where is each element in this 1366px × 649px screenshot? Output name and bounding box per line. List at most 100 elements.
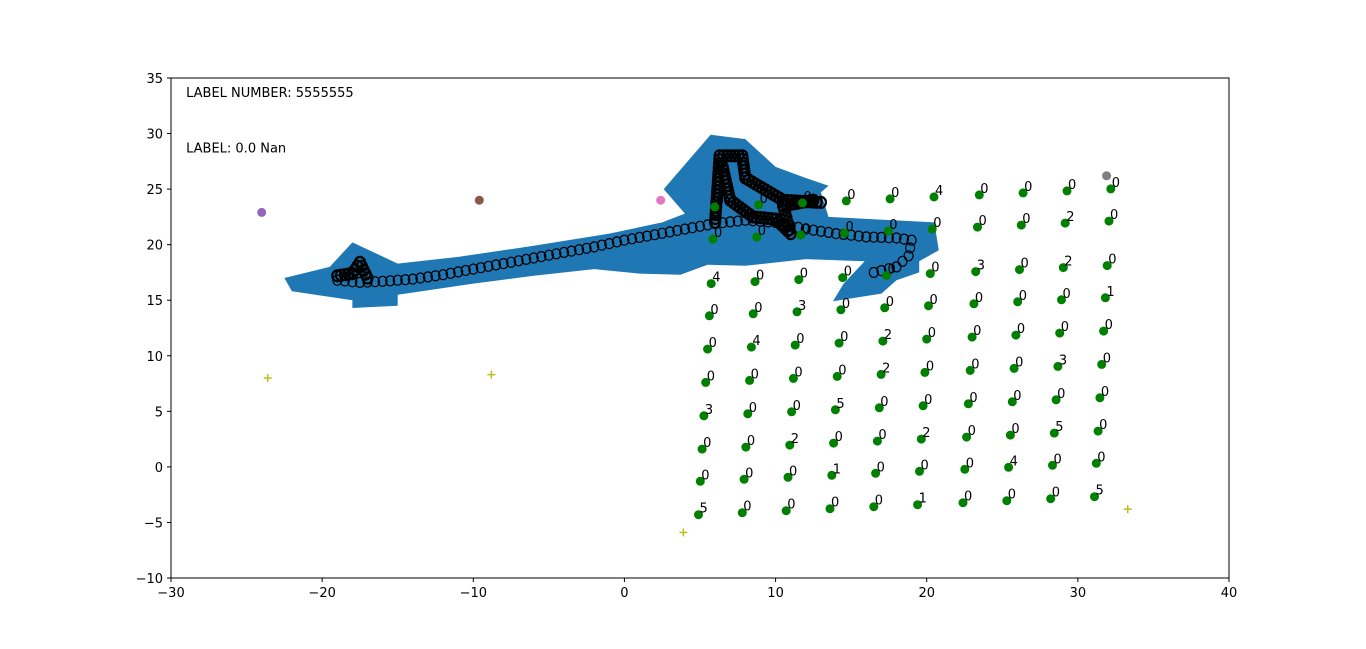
path-point <box>664 226 675 238</box>
path-point <box>392 274 403 286</box>
path-point <box>725 216 736 228</box>
path-point <box>815 225 827 237</box>
grid-point <box>840 228 849 238</box>
grid-point-label: 4 <box>1010 454 1018 469</box>
grid-point-label: 0 <box>840 330 848 345</box>
path-point <box>876 265 887 277</box>
grid-point <box>834 338 844 348</box>
y-tick-label: 10 <box>146 350 163 365</box>
grid-point-label: 3 <box>705 403 713 418</box>
grid-point-label: 2 <box>1064 255 1072 270</box>
grid-point <box>880 303 890 313</box>
x-axis: −30 −20 −10 0 10 20 30 40 <box>157 578 1237 601</box>
grid-point-label: 4 <box>712 271 720 286</box>
grid-point-label: 2 <box>882 361 890 376</box>
grid-point-label: 0 <box>831 496 839 511</box>
grid-point <box>1095 393 1105 403</box>
grid-point-label: 0 <box>701 468 709 483</box>
grid-point-label: 0 <box>1019 289 1027 304</box>
path-point <box>687 222 698 234</box>
path-point <box>513 255 524 267</box>
path-point <box>619 234 630 246</box>
grid-point-label: 0 <box>1024 180 1032 195</box>
grid-point <box>701 377 711 387</box>
path-point <box>490 259 502 271</box>
grid-point-label: 0 <box>749 401 757 416</box>
grid-point <box>1009 363 1019 373</box>
path-point <box>861 231 872 243</box>
path-point <box>581 242 592 254</box>
grid-point <box>885 194 895 204</box>
grid-point-label: 0 <box>842 297 850 312</box>
brown-point <box>474 195 484 205</box>
grid-point <box>1015 265 1024 275</box>
grid-point <box>708 234 718 244</box>
path-point <box>634 231 645 243</box>
grid-point-label: 5 <box>1096 484 1104 499</box>
y-tick-label: −5 <box>144 516 163 531</box>
grid-point <box>1051 395 1061 405</box>
path-point <box>438 269 449 281</box>
grid-point <box>1097 359 1107 369</box>
grid-point <box>706 279 716 289</box>
grid-point <box>841 196 851 206</box>
grid-point <box>703 344 713 354</box>
grid-point-label: 0 <box>1110 208 1118 223</box>
grid-point-label: 0 <box>888 263 896 278</box>
path-point <box>521 253 532 265</box>
grid-point-label: 0 <box>787 498 795 513</box>
axes-frame <box>170 77 1230 579</box>
grid-point-label: 0 <box>880 395 888 410</box>
path-point <box>377 275 388 287</box>
path-point <box>891 232 902 244</box>
grid-point <box>829 438 839 448</box>
path-point <box>589 241 600 253</box>
x-tick-label: 0 <box>620 586 628 601</box>
path-point <box>808 224 819 236</box>
grid-point-label: 0 <box>1013 389 1021 404</box>
grid-point <box>752 232 762 242</box>
plus-marker <box>263 374 272 382</box>
grid-point-label: 0 <box>835 430 843 445</box>
grid-point-label: 0 <box>933 216 941 231</box>
gray-point <box>1102 171 1112 181</box>
grid-point-label: 0 <box>968 424 976 439</box>
grid-point-label: 0 <box>966 456 974 471</box>
grid-point <box>788 373 798 383</box>
path-point <box>566 245 577 257</box>
grid-point-label: 0 <box>793 399 801 414</box>
path-point <box>604 238 615 250</box>
data-layer: 5 0 0 0 0 1 0 0 0 5 0 0 0 1 0 0 0 4 0 0 0 0 2 0 0 2 0 0 5 0 3 0 0 5 0 0 0 0 0 0… <box>257 134 1132 537</box>
plus-marker <box>679 528 688 537</box>
grid-point <box>794 275 804 285</box>
grid-point-label: 0 <box>877 460 885 475</box>
path-spur-point <box>814 195 828 209</box>
path-spur-point <box>807 193 820 207</box>
grid-point-label: 0 <box>756 269 764 284</box>
grid-point-label: 0 <box>931 261 939 276</box>
grid-point-label: 0 <box>714 226 722 241</box>
grid-point-label: 0 <box>1063 287 1071 302</box>
grid-point-label: 0 <box>975 291 983 306</box>
x-tick-label: −30 <box>157 586 184 601</box>
path-point <box>528 252 539 264</box>
grid-point-label: 0 <box>878 428 886 443</box>
grid-point <box>1062 186 1072 196</box>
path-point <box>385 275 396 287</box>
grid-point <box>694 510 703 520</box>
grid-point-label: 0 <box>703 436 711 451</box>
path-point <box>657 227 668 239</box>
grid-point-label: 0 <box>796 332 804 347</box>
grid-point <box>745 375 755 385</box>
grid-point-label: 0 <box>709 336 717 351</box>
grid-point <box>748 309 758 319</box>
grid-point <box>974 190 984 200</box>
path-point <box>543 249 555 261</box>
grid-point-label: 0 <box>1057 387 1065 402</box>
grid-point <box>915 466 924 476</box>
grid-point-label: 2 <box>884 328 892 343</box>
grid-point-label: 0 <box>924 393 932 408</box>
grid-point-label: 4 <box>752 334 760 349</box>
grid-point <box>1018 188 1028 198</box>
grid-point-label: 0 <box>760 192 768 207</box>
